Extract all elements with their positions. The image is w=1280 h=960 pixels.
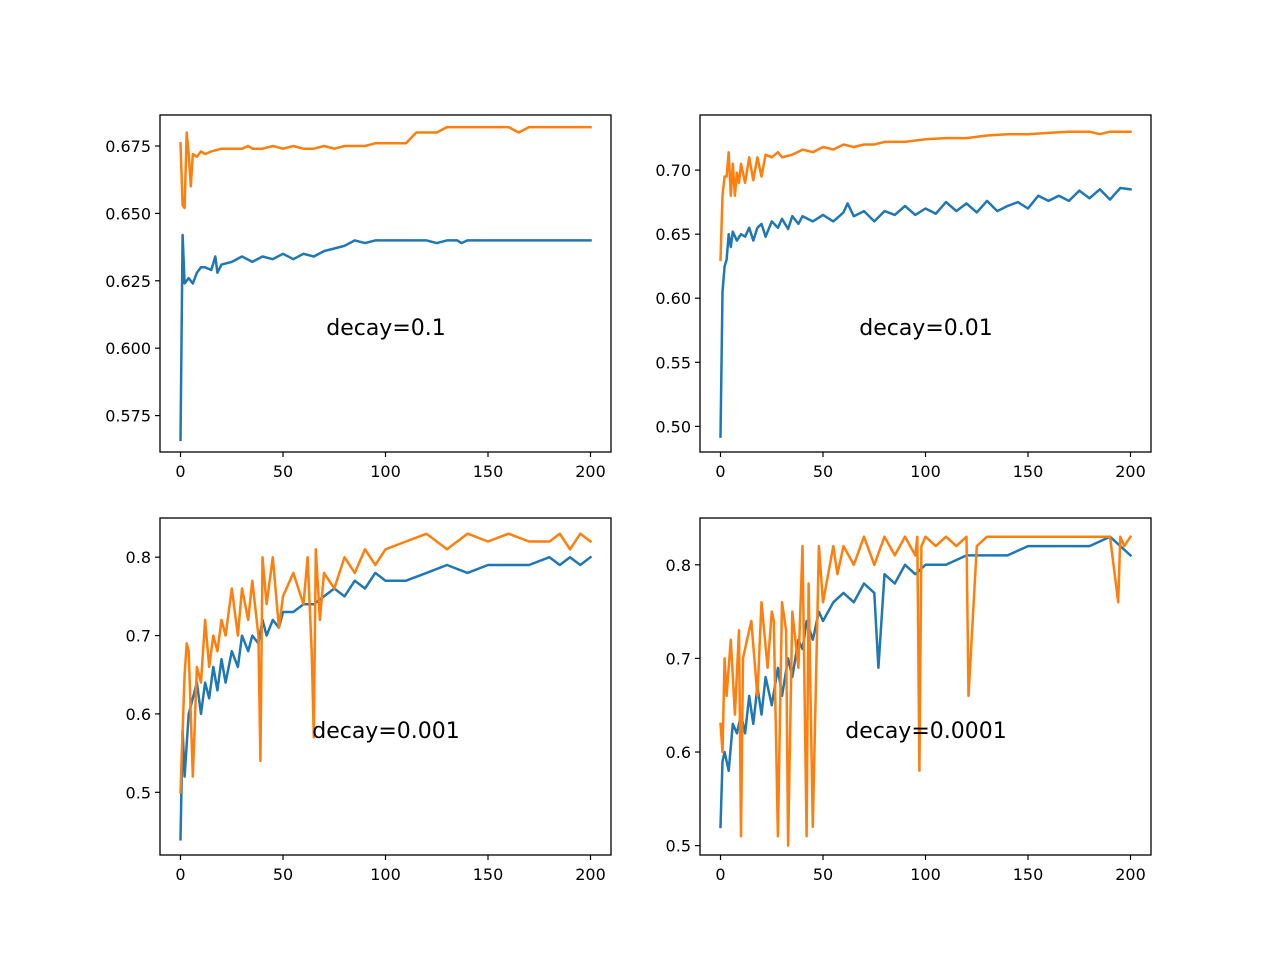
y-tick-label: 0.575 xyxy=(105,407,151,426)
x-tick-label: 100 xyxy=(910,462,941,481)
x-tick-label: 50 xyxy=(813,865,833,884)
series-2-line xyxy=(719,534,1133,847)
series-2-line xyxy=(179,125,592,210)
series-2-line xyxy=(719,130,1132,262)
x-tick-label: 150 xyxy=(473,462,504,481)
decay-annotation: decay=0.1 xyxy=(326,316,446,341)
y-tick-label: 0.7 xyxy=(126,627,151,646)
x-tick-label: 0 xyxy=(175,865,185,884)
y-tick-label: 0.55 xyxy=(655,353,691,372)
x-tick-label: 100 xyxy=(370,865,401,884)
subplot-decay-0-0001: 0 50 100 150 200 0.5 0.6 0.7 0.8 decay=0.0001 xyxy=(666,517,1152,884)
y-tick-label: 0.8 xyxy=(126,548,151,567)
x-tick-label: 200 xyxy=(575,865,606,884)
x-tick-label: 100 xyxy=(370,462,401,481)
y-tick-label: 0.5 xyxy=(126,783,151,802)
decay-annotation: decay=0.01 xyxy=(859,316,993,341)
subplot-decay-0-001: 0 50 100 150 200 0.5 0.6 0.7 0.8 decay=0.001 xyxy=(126,517,612,884)
x-tick-label: 0 xyxy=(175,462,185,481)
y-tick-label: 0.70 xyxy=(655,161,691,180)
series-1-line xyxy=(179,233,592,442)
y-tick-label: 0.650 xyxy=(105,204,151,223)
x-tick-label: 0 xyxy=(715,865,725,884)
x-tick-label: 150 xyxy=(473,865,504,884)
x-tick-label: 100 xyxy=(910,865,941,884)
x-tick-label: 150 xyxy=(1013,865,1044,884)
y-tick-label: 0.50 xyxy=(655,417,691,436)
x-tick-label: 200 xyxy=(575,462,606,481)
y-tick-label: 0.5 xyxy=(666,837,691,856)
decay-annotation: decay=0.001 xyxy=(312,719,460,744)
x-tick-label: 50 xyxy=(273,865,293,884)
series-1-line xyxy=(719,535,1133,829)
series-lines xyxy=(719,534,1133,847)
x-tick-label: 150 xyxy=(1013,462,1044,481)
x-tick-label: 50 xyxy=(813,462,833,481)
x-tick-label: 50 xyxy=(273,462,293,481)
subplot-decay-0-01: 0 50 100 150 200 0.50 0.55 0.60 0.65 0.70 decay=0.… xyxy=(655,114,1152,481)
series-lines xyxy=(179,532,593,841)
y-tick-label: 0.60 xyxy=(655,289,691,308)
y-tick-label: 0.675 xyxy=(105,137,151,156)
x-tick-label: 200 xyxy=(1115,462,1146,481)
series-lines xyxy=(179,125,592,442)
y-tick-label: 0.625 xyxy=(105,272,151,291)
series-1-line xyxy=(719,186,1132,438)
y-tick-label: 0.8 xyxy=(666,556,691,575)
decay-annotation: decay=0.0001 xyxy=(845,719,1007,744)
subplot-decay-0-1: 0 50 100 150 200 0.575 0.600 0.625 0.650 0.675 dec… xyxy=(105,114,612,481)
series-2-line xyxy=(179,532,593,794)
y-tick-label: 0.65 xyxy=(655,225,691,244)
y-tick-label: 0.600 xyxy=(105,339,151,358)
y-tick-label: 0.7 xyxy=(666,649,691,668)
series-lines xyxy=(719,130,1132,438)
y-tick-label: 0.6 xyxy=(666,743,691,762)
x-tick-label: 0 xyxy=(715,462,725,481)
y-tick-label: 0.6 xyxy=(126,705,151,724)
x-tick-label: 200 xyxy=(1115,865,1146,884)
